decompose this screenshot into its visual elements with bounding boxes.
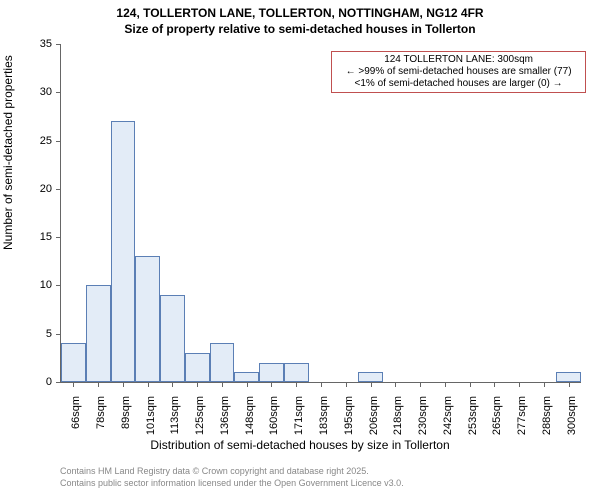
xtick-mark — [494, 382, 495, 387]
histogram-bar — [259, 363, 284, 382]
histogram-bar — [160, 295, 185, 382]
x-axis-label: Distribution of semi-detached houses by … — [0, 438, 600, 452]
ytick-label: 15 — [40, 231, 52, 243]
annotation-line3: <1% of semi-detached houses are larger (… — [336, 78, 580, 90]
xtick-mark — [470, 382, 471, 387]
xtick-mark — [420, 382, 421, 387]
chart-title-line1: 124, TOLLERTON LANE, TOLLERTON, NOTTINGH… — [0, 6, 600, 20]
annotation-line1: 124 TOLLERTON LANE: 300sqm — [336, 54, 580, 66]
histogram-bar — [86, 285, 111, 382]
xtick-label: 265sqm — [491, 396, 503, 435]
xtick-mark — [271, 382, 272, 387]
xtick-label: 230sqm — [417, 396, 429, 435]
y-axis-label: Number of semi-detached properties — [1, 55, 15, 250]
xtick-mark — [395, 382, 396, 387]
xtick-mark — [544, 382, 545, 387]
footer-attribution: Contains HM Land Registry data © Crown c… — [60, 466, 404, 489]
ytick-mark — [56, 237, 61, 238]
xtick-mark — [371, 382, 372, 387]
xtick-mark — [247, 382, 248, 387]
ytick-mark — [56, 382, 61, 383]
ytick-label: 10 — [40, 279, 52, 291]
histogram-bar — [284, 363, 309, 382]
ytick-mark — [56, 189, 61, 190]
histogram-bar — [234, 372, 259, 382]
histogram-bar — [111, 121, 136, 382]
footer-line1: Contains HM Land Registry data © Crown c… — [60, 466, 404, 478]
xtick-mark — [519, 382, 520, 387]
xtick-label: 277sqm — [516, 396, 528, 435]
xtick-label: 125sqm — [194, 396, 206, 435]
xtick-label: 242sqm — [442, 396, 454, 435]
xtick-mark — [346, 382, 347, 387]
xtick-label: 218sqm — [392, 396, 404, 435]
ytick-mark — [56, 141, 61, 142]
xtick-label: 206sqm — [368, 396, 380, 435]
xtick-label: 195sqm — [343, 396, 355, 435]
xtick-mark — [321, 382, 322, 387]
footer-line2: Contains public sector information licen… — [60, 478, 404, 490]
xtick-mark — [98, 382, 99, 387]
xtick-label: 113sqm — [169, 396, 181, 434]
xtick-label: 253sqm — [467, 396, 479, 435]
xtick-mark — [197, 382, 198, 387]
plot-area: 124 TOLLERTON LANE: 300sqm← >99% of semi… — [60, 44, 581, 383]
xtick-label: 101sqm — [145, 396, 157, 435]
xtick-label: 171sqm — [293, 396, 305, 435]
ytick-mark — [56, 285, 61, 286]
xtick-mark — [569, 382, 570, 387]
xtick-label: 78sqm — [95, 396, 107, 429]
histogram-bar — [210, 343, 235, 382]
ytick-mark — [56, 334, 61, 335]
xtick-label: 183sqm — [318, 396, 330, 435]
histogram-bar — [61, 343, 86, 382]
xtick-label: 300sqm — [566, 396, 578, 435]
xtick-label: 160sqm — [268, 396, 280, 435]
ytick-label: 30 — [40, 86, 52, 98]
ytick-label: 20 — [40, 183, 52, 195]
chart-container: 124, TOLLERTON LANE, TOLLERTON, NOTTINGH… — [0, 0, 600, 500]
chart-title-line2: Size of property relative to semi-detach… — [0, 22, 600, 36]
ytick-mark — [56, 92, 61, 93]
xtick-label: 148sqm — [244, 396, 256, 435]
histogram-bar — [135, 256, 160, 382]
xtick-mark — [222, 382, 223, 387]
xtick-label: 288sqm — [541, 396, 553, 435]
ytick-label: 5 — [46, 328, 52, 340]
xtick-mark — [296, 382, 297, 387]
xtick-mark — [445, 382, 446, 387]
annotation-line2: ← >99% of semi-detached houses are small… — [336, 66, 580, 78]
histogram-bar — [358, 372, 383, 382]
xtick-mark — [123, 382, 124, 387]
ytick-label: 0 — [46, 376, 52, 388]
xtick-mark — [172, 382, 173, 387]
ytick-label: 25 — [40, 135, 52, 147]
ytick-mark — [56, 44, 61, 45]
xtick-mark — [148, 382, 149, 387]
xtick-label: 89sqm — [120, 396, 132, 429]
annotation-box: 124 TOLLERTON LANE: 300sqm← >99% of semi… — [331, 51, 585, 93]
xtick-label: 66sqm — [70, 396, 82, 429]
xtick-mark — [73, 382, 74, 387]
histogram-bar — [556, 372, 581, 382]
histogram-bar — [185, 353, 210, 382]
ytick-label: 35 — [40, 38, 52, 50]
xtick-label: 136sqm — [219, 396, 231, 435]
